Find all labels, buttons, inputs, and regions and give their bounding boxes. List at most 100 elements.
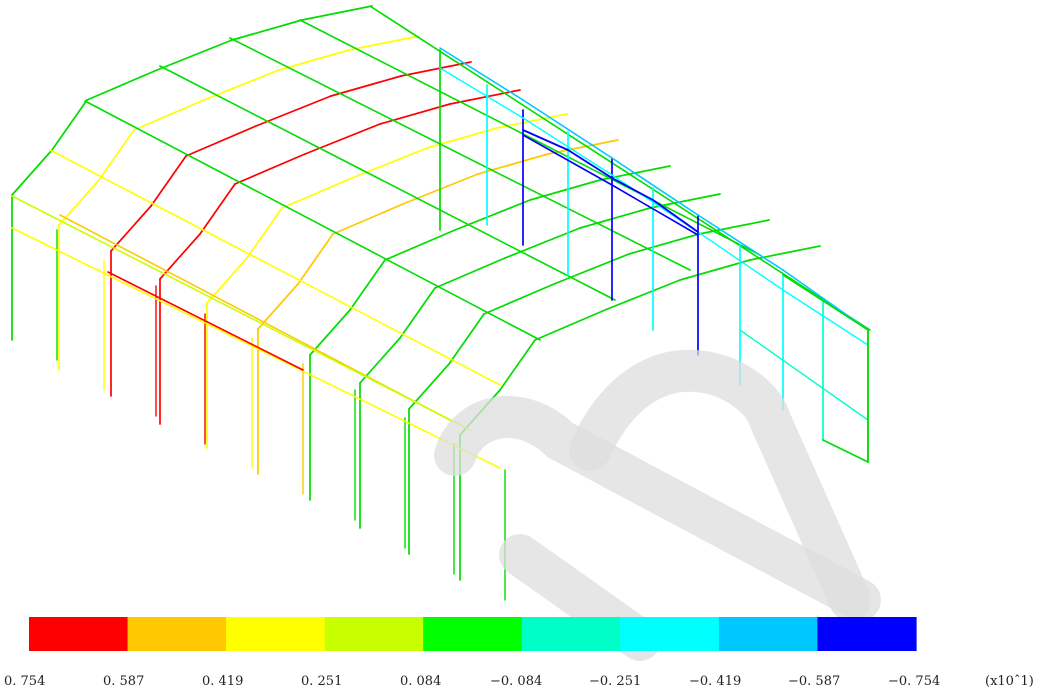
- watermark: [434, 349, 881, 661]
- frame-member: [522, 99, 613, 159]
- frame-member: [399, 287, 436, 339]
- frame-member: [522, 134, 613, 186]
- legend-tick-label: −0. 251: [589, 674, 641, 689]
- legend-swatch: [521, 617, 621, 651]
- legend-swatch: [226, 617, 326, 651]
- frame-member: [351, 147, 428, 179]
- frame-member: [84, 100, 541, 341]
- frame-member: [611, 177, 654, 201]
- frame-member: [652, 199, 699, 233]
- frame-member: [611, 157, 699, 216]
- legend-swatch: [324, 617, 424, 651]
- legend-tick-label: 0. 587: [103, 674, 144, 689]
- frame-member: [739, 329, 869, 421]
- frame-member: [499, 339, 536, 391]
- legend-tick-label: −0. 419: [689, 674, 741, 689]
- frame-member: [369, 5, 871, 331]
- frame-member: [185, 125, 257, 157]
- frame-member: [697, 231, 784, 291]
- frame-member: [483, 283, 555, 315]
- frame-member: [454, 199, 531, 231]
- frame-member: [611, 184, 699, 236]
- legend-swatch: [423, 617, 523, 651]
- frame-member: [348, 35, 420, 51]
- frame-member: [199, 183, 236, 235]
- frame-member: [86, 69, 158, 101]
- frame-member: [234, 153, 306, 185]
- frame-member: [110, 205, 152, 252]
- legend-tick-label: 0. 754: [4, 674, 45, 689]
- frame-member: [150, 155, 187, 207]
- color-legend-bar: [29, 617, 917, 651]
- frame-member: [782, 274, 869, 331]
- wireframe-members: [11, 5, 871, 601]
- frame-member: [332, 203, 404, 235]
- frame-member: [246, 207, 283, 259]
- frame-member: [579, 207, 651, 229]
- legend-tick-label: −0. 587: [788, 674, 840, 689]
- frame-member: [439, 47, 524, 101]
- frame-member: [51, 99, 88, 151]
- frame-member: [349, 259, 386, 311]
- frame-member: [749, 245, 821, 261]
- frame-member: [547, 139, 619, 155]
- frame-member: [567, 149, 613, 179]
- frame-member: [782, 289, 869, 346]
- frame-member: [299, 19, 761, 256]
- frame-member: [496, 113, 568, 129]
- frame-member: [448, 313, 485, 365]
- legend-swatch: [620, 617, 720, 651]
- frame-member: [11, 149, 53, 196]
- legend-swatch: [817, 617, 917, 651]
- frame-member: [11, 227, 501, 469]
- frame-member: [522, 129, 569, 151]
- frame-member: [439, 67, 524, 119]
- frame-member: [49, 149, 501, 386]
- frame-member: [159, 65, 616, 301]
- frame-member: [98, 129, 135, 181]
- frame-member: [11, 195, 471, 431]
- legend-tick-label: 0. 251: [301, 674, 342, 689]
- frame-member: [297, 233, 334, 285]
- legend-swatch: [29, 617, 129, 651]
- frame-member: [330, 75, 402, 97]
- frame-member: [281, 177, 353, 209]
- frame-member: [203, 69, 280, 101]
- frame-member: [522, 117, 613, 176]
- frame-member: [477, 153, 549, 175]
- frame-member: [133, 99, 205, 131]
- legend-tick-label: −0. 084: [490, 674, 542, 689]
- legend-tick-label: 0. 419: [202, 674, 243, 689]
- color-legend-tick-labels: 0. 754 0. 587 0. 419 0. 251 0. 084 −0. 084 −0.…: [4, 674, 940, 689]
- frame-member: [278, 49, 350, 71]
- frame-member: [604, 279, 681, 311]
- frame-member: [553, 253, 630, 285]
- frame-member: [231, 19, 303, 41]
- frame-member: [257, 283, 299, 330]
- legend-swatch: [718, 617, 819, 651]
- frame-member: [309, 309, 351, 356]
- legend-tick-label: 0. 084: [400, 674, 441, 689]
- frame-member: [449, 89, 521, 105]
- legend-tick-label: −0. 754: [888, 674, 940, 689]
- legend-swatch: [127, 617, 227, 651]
- frame-member: [229, 37, 691, 271]
- frame-member: [529, 179, 601, 201]
- frame-member: [301, 5, 373, 21]
- frame-member: [534, 309, 606, 341]
- frame-member: [304, 123, 381, 155]
- frame-member: [159, 233, 201, 280]
- frame-member: [697, 214, 784, 271]
- frame-member: [426, 127, 498, 149]
- frame-member: [628, 233, 700, 255]
- frame-member: [822, 439, 869, 463]
- frame-member: [107, 271, 304, 371]
- frame-member: [156, 39, 233, 71]
- legend-unit-label: (x10ˆ1): [985, 674, 1034, 689]
- frame-member: [384, 229, 456, 261]
- frame-member: [679, 259, 751, 281]
- frame-member: [698, 219, 770, 235]
- frame-member: [379, 103, 451, 125]
